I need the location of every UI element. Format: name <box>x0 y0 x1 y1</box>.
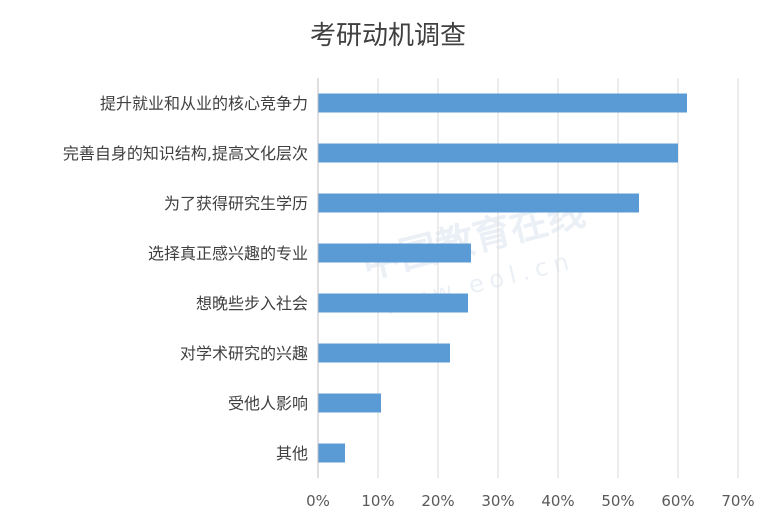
x-tick-label: 10% <box>361 492 394 510</box>
category-label: 受他人影响 <box>228 394 308 413</box>
x-tick-label: 60% <box>661 492 694 510</box>
bar[interactable] <box>318 293 468 313</box>
x-tick-label: 0% <box>306 492 330 510</box>
bar[interactable] <box>318 193 639 213</box>
x-tick-label: 50% <box>601 492 634 510</box>
category-label: 对学术研究的兴趣 <box>180 344 308 363</box>
x-tick-label: 40% <box>541 492 574 510</box>
category-label: 完善自身的知识结构,提高文化层次 <box>63 144 308 163</box>
bar[interactable] <box>318 393 381 413</box>
category-label: 其他 <box>276 444 308 463</box>
bar[interactable] <box>318 443 345 463</box>
x-tick-label: 70% <box>721 492 754 510</box>
category-label: 为了获得研究生学历 <box>164 194 308 213</box>
x-tick-label: 20% <box>421 492 454 510</box>
bar[interactable] <box>318 343 450 363</box>
chart-title: 考研动机调查 <box>310 21 466 51</box>
bar[interactable] <box>318 143 678 163</box>
category-label: 选择真正感兴趣的专业 <box>148 244 308 263</box>
category-label: 提升就业和从业的核心竞争力 <box>100 94 308 113</box>
bar[interactable] <box>318 93 687 113</box>
bar[interactable] <box>318 243 471 263</box>
category-label: 想晚些步入社会 <box>196 294 308 313</box>
x-tick-label: 30% <box>481 492 514 510</box>
